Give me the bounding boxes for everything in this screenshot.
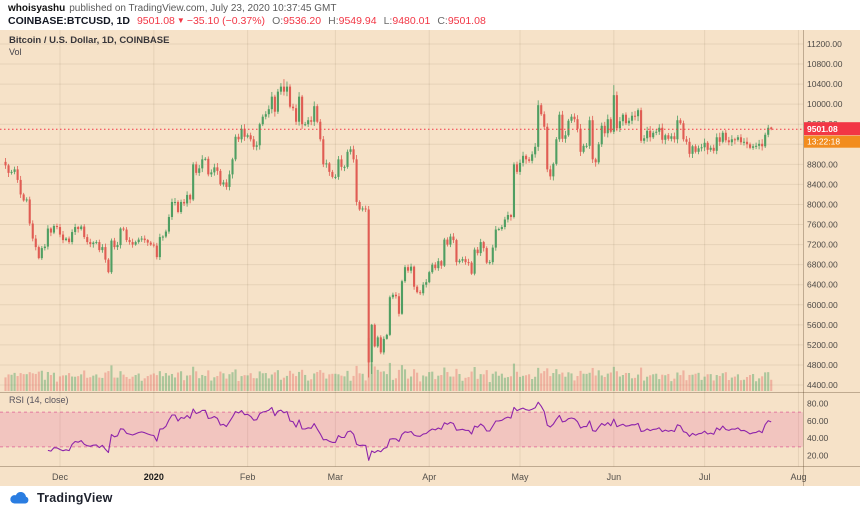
svg-text:11200.00: 11200.00: [807, 39, 842, 49]
svg-text:8800.00: 8800.00: [807, 159, 838, 169]
svg-text:60.00: 60.00: [807, 416, 829, 426]
svg-text:8000.00: 8000.00: [807, 199, 838, 209]
svg-text:10400.00: 10400.00: [807, 79, 843, 89]
svg-text:Feb: Feb: [240, 472, 256, 482]
publish-header: whoisyashu published on TradingView.com, …: [0, 0, 860, 30]
svg-text:9501.08: 9501.08: [807, 124, 838, 134]
open-label: O:: [272, 15, 284, 27]
svg-text:8400.00: 8400.00: [807, 179, 838, 189]
byline-row: whoisyashu published on TradingView.com, …: [8, 2, 860, 15]
open-value: 9536.20: [283, 15, 322, 27]
low-value: 9480.01: [392, 15, 431, 27]
close-value: 9501.08: [447, 15, 486, 27]
svg-text:10000.00: 10000.00: [807, 99, 843, 109]
time-axis[interactable]: Dec 2020 Feb Mar Apr May Jun Jul Aug: [52, 472, 806, 482]
svg-text:6800.00: 6800.00: [807, 260, 838, 270]
high-value: 9549.94: [338, 15, 377, 27]
close-label: C:: [437, 15, 448, 27]
last-price-value: 9501.08: [136, 15, 175, 27]
svg-text:13:22:18: 13:22:18: [807, 137, 840, 147]
rsi-pane: 80.00 60.00 40.00 20.00: [0, 398, 829, 461]
price-chart[interactable]: 11200.0010800.0010400.0010000.009600.009…: [0, 30, 860, 486]
volume-series: [4, 338, 773, 391]
svg-text:40.00: 40.00: [807, 433, 829, 443]
symbol-row: COINBASE:BTCUSD, 1D 9501.08 ▼ −35.10 (−0.37…: [8, 15, 860, 28]
svg-text:May: May: [512, 472, 530, 482]
rsi-indicator-label[interactable]: RSI (14, close): [9, 395, 69, 405]
svg-text:7600.00: 7600.00: [807, 220, 838, 230]
down-arrow-icon: ▼: [176, 16, 185, 25]
svg-text:Aug: Aug: [790, 472, 806, 482]
svg-text:4400.00: 4400.00: [807, 380, 838, 390]
svg-text:2020: 2020: [144, 472, 164, 482]
low-label: L:: [383, 15, 393, 27]
tradingview-wordmark[interactable]: TradingView: [37, 490, 113, 505]
svg-text:Apr: Apr: [422, 472, 436, 482]
svg-text:Mar: Mar: [328, 472, 344, 482]
high-label: H:: [328, 15, 339, 27]
price-change: −35.10 (−0.37%): [186, 15, 266, 27]
footer-bar: TradingView: [0, 486, 860, 509]
svg-text:6000.00: 6000.00: [807, 300, 838, 310]
author-name: whoisyashu: [8, 3, 66, 14]
candlestick-series: [4, 79, 773, 378]
svg-text:5200.00: 5200.00: [807, 340, 838, 350]
svg-text:7200.00: 7200.00: [807, 240, 838, 250]
byline-text: published on TradingView.com, July 23, 2…: [69, 3, 337, 14]
chart-legend-title[interactable]: Bitcoin / U.S. Dollar, 1D, COINBASE: [9, 35, 170, 46]
grid-lines: [0, 30, 803, 467]
svg-text:6400.00: 6400.00: [807, 280, 838, 290]
svg-text:10800.00: 10800.00: [807, 59, 843, 69]
svg-text:Jun: Jun: [607, 472, 622, 482]
svg-text:Jul: Jul: [699, 472, 711, 482]
countdown-label: 13:22:18: [804, 135, 860, 148]
last-price-label: 9501.08: [804, 122, 860, 136]
svg-text:4800.00: 4800.00: [807, 360, 838, 370]
svg-text:20.00: 20.00: [807, 451, 829, 461]
tradingview-cloud-logo-icon[interactable]: [8, 490, 32, 505]
svg-text:5600.00: 5600.00: [807, 320, 838, 330]
svg-text:80.00: 80.00: [807, 398, 829, 408]
volume-indicator-label[interactable]: Vol: [9, 47, 22, 57]
rsi-line: [47, 401, 772, 461]
symbol-title[interactable]: COINBASE:BTCUSD, 1D: [8, 15, 130, 27]
svg-text:Dec: Dec: [52, 472, 69, 482]
